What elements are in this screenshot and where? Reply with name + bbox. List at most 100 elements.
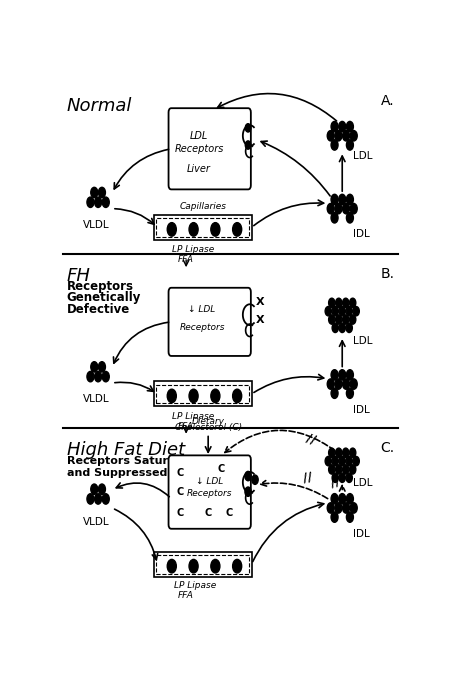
- Text: FFA: FFA: [178, 592, 194, 600]
- Text: VLDL: VLDL: [83, 516, 110, 527]
- Text: LP Lipase: LP Lipase: [172, 245, 214, 254]
- Circle shape: [339, 456, 345, 466]
- Circle shape: [336, 298, 342, 308]
- Text: Cholesterol (C): Cholesterol (C): [175, 423, 242, 433]
- Circle shape: [167, 560, 176, 573]
- Circle shape: [350, 448, 356, 458]
- Circle shape: [99, 484, 105, 494]
- Text: C: C: [225, 508, 233, 518]
- Circle shape: [331, 194, 338, 205]
- Circle shape: [325, 306, 331, 316]
- Circle shape: [350, 315, 356, 324]
- Circle shape: [233, 389, 242, 403]
- Text: Liver: Liver: [187, 164, 211, 174]
- Circle shape: [350, 298, 356, 308]
- Circle shape: [336, 464, 342, 474]
- Bar: [156, 218, 249, 237]
- Circle shape: [353, 456, 359, 466]
- Circle shape: [331, 370, 338, 380]
- Circle shape: [346, 194, 353, 205]
- Circle shape: [87, 197, 94, 208]
- Text: FH: FH: [67, 267, 90, 285]
- Circle shape: [189, 389, 198, 403]
- Circle shape: [335, 130, 342, 141]
- Circle shape: [346, 213, 353, 223]
- Text: Receptors: Receptors: [187, 489, 233, 498]
- Circle shape: [189, 560, 198, 573]
- Bar: [156, 385, 249, 404]
- Text: Receptors Saturated: Receptors Saturated: [67, 456, 196, 466]
- Circle shape: [327, 130, 334, 141]
- Bar: [154, 552, 252, 577]
- Circle shape: [91, 187, 98, 197]
- Text: Receptors: Receptors: [174, 144, 224, 153]
- Circle shape: [346, 473, 352, 483]
- Circle shape: [102, 197, 109, 208]
- Circle shape: [346, 370, 353, 380]
- Text: X: X: [256, 297, 265, 307]
- Circle shape: [332, 306, 338, 316]
- Circle shape: [339, 473, 345, 483]
- Text: ↓ LDL: ↓ LDL: [189, 306, 216, 314]
- Circle shape: [339, 493, 346, 504]
- Circle shape: [346, 493, 353, 504]
- Circle shape: [350, 379, 357, 389]
- Circle shape: [91, 484, 98, 494]
- Text: X: X: [256, 315, 265, 325]
- Text: //: //: [329, 475, 342, 490]
- Circle shape: [331, 388, 338, 398]
- Circle shape: [350, 130, 357, 141]
- Circle shape: [346, 140, 353, 150]
- Circle shape: [245, 471, 251, 481]
- Circle shape: [327, 379, 334, 389]
- Circle shape: [327, 503, 334, 513]
- Text: LP Lipase: LP Lipase: [174, 581, 216, 590]
- Circle shape: [102, 493, 109, 504]
- Circle shape: [233, 560, 242, 573]
- Circle shape: [328, 298, 335, 308]
- Text: Normal: Normal: [67, 97, 132, 115]
- Text: LDL: LDL: [353, 479, 372, 488]
- Text: FFA: FFA: [178, 422, 194, 431]
- Circle shape: [94, 371, 102, 382]
- Circle shape: [233, 222, 242, 236]
- Circle shape: [339, 122, 346, 132]
- Text: High Fat Diet: High Fat Diet: [67, 441, 185, 459]
- Bar: [156, 555, 249, 573]
- FancyBboxPatch shape: [169, 108, 251, 189]
- Circle shape: [211, 222, 220, 236]
- Circle shape: [99, 362, 105, 372]
- Circle shape: [331, 493, 338, 504]
- Circle shape: [342, 379, 350, 389]
- Text: //: //: [302, 470, 313, 484]
- Circle shape: [335, 379, 342, 389]
- Circle shape: [342, 503, 350, 513]
- Circle shape: [346, 122, 353, 132]
- Circle shape: [335, 503, 342, 513]
- Text: C: C: [176, 468, 184, 477]
- Circle shape: [342, 315, 349, 324]
- Text: IDL: IDL: [353, 405, 369, 415]
- Text: //: //: [304, 431, 317, 446]
- Circle shape: [336, 448, 342, 458]
- Circle shape: [325, 456, 331, 466]
- Circle shape: [87, 493, 94, 504]
- Circle shape: [252, 475, 258, 485]
- Text: Dietary: Dietary: [192, 416, 225, 426]
- Text: A.: A.: [381, 94, 395, 108]
- Circle shape: [346, 306, 352, 316]
- Bar: [154, 381, 252, 406]
- Circle shape: [94, 197, 102, 208]
- Circle shape: [167, 222, 176, 236]
- Circle shape: [328, 464, 335, 474]
- Circle shape: [87, 371, 94, 382]
- Circle shape: [99, 187, 105, 197]
- Circle shape: [346, 456, 352, 466]
- Circle shape: [331, 140, 338, 150]
- Text: VLDL: VLDL: [83, 220, 110, 230]
- Text: C.: C.: [380, 441, 395, 456]
- Circle shape: [342, 130, 350, 141]
- Circle shape: [331, 512, 338, 523]
- Text: Defective: Defective: [67, 303, 130, 316]
- Circle shape: [339, 370, 346, 380]
